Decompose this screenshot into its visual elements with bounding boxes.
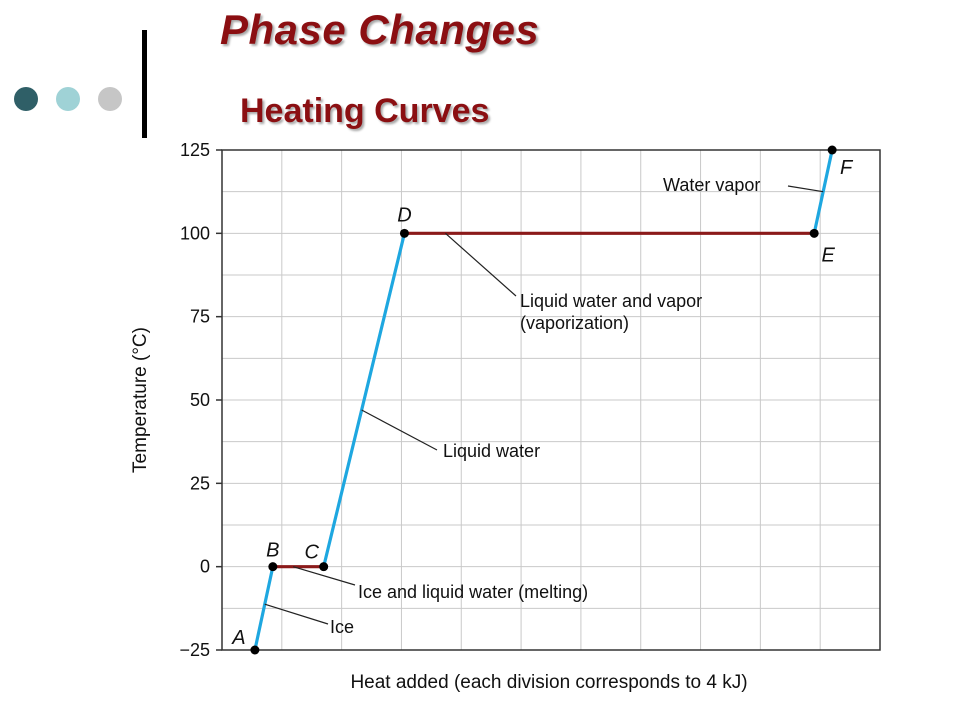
annotation-DE: Liquid water and vapor (vaporization) (520, 291, 702, 333)
title-divider (142, 30, 147, 138)
y-tick-label: −25 (179, 640, 210, 660)
point-E (809, 228, 819, 238)
bullet-dot-teal (56, 87, 80, 111)
y-tick-label: 100 (180, 223, 210, 243)
leader-DE (445, 232, 517, 297)
leader-EF (787, 185, 824, 193)
point-label-E: E (822, 244, 836, 266)
point-label-C: C (304, 542, 319, 564)
point-A (250, 645, 260, 655)
point-B (268, 562, 278, 572)
point-C (319, 562, 329, 572)
slide-title: Phase Changes (220, 6, 540, 53)
curve-segments (253, 148, 834, 652)
point-label-A: A (231, 627, 245, 649)
point-F (827, 145, 837, 155)
y-tick-label: 0 (200, 557, 210, 577)
leader-AB (264, 603, 329, 625)
y-tick-label: 25 (190, 473, 210, 493)
bullet-dot-dark (14, 87, 38, 111)
segment-CD (322, 231, 407, 569)
x-axis-label: Heat added (each division corresponds to… (350, 672, 747, 693)
point-label-D: D (397, 204, 411, 226)
annotation-CD: Liquid water (443, 441, 540, 461)
leader-BC (293, 566, 356, 586)
y-axis-ticks: −25 0 25 50 75 100 125 (179, 140, 222, 660)
y-axis-label: Temperature (°C) (130, 327, 151, 473)
point-D (399, 228, 409, 238)
segment-AB (253, 565, 275, 652)
point-label-B: B (266, 540, 279, 562)
bullet-dot-gray (98, 87, 122, 111)
y-tick-label: 125 (180, 140, 210, 160)
point-label-F: F (840, 157, 854, 179)
curve-points: A B C D E F (231, 145, 854, 655)
slide-subtitle: Heating Curves (240, 92, 490, 130)
annotation-BC: Ice and liquid water (melting) (358, 582, 588, 602)
annotation-leaders (264, 185, 824, 625)
y-tick-label: 50 (190, 390, 210, 410)
y-tick-label: 75 (190, 307, 210, 327)
annotation-AB: Ice (330, 617, 354, 637)
annotation-EF: Water vapor (663, 175, 760, 195)
leader-CD (361, 409, 438, 451)
